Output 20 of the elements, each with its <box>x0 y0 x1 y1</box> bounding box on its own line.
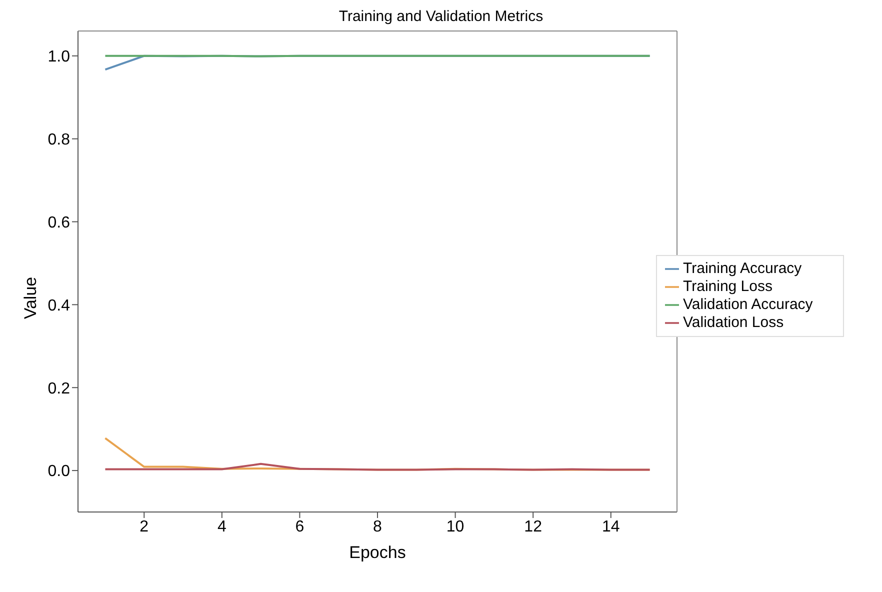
x-tick-label: 8 <box>373 518 382 536</box>
chart-title: Training and Validation Metrics <box>338 8 544 25</box>
y-tick-label: 0.6 <box>48 214 70 232</box>
y-tick-label: 1.0 <box>48 48 70 66</box>
legend-label: Training Accuracy <box>683 260 802 277</box>
x-tick-label: 10 <box>446 518 464 536</box>
y-tick-label: 0.4 <box>48 297 70 314</box>
legend-label: Validation Accuracy <box>683 296 813 313</box>
x-tick-label: 14 <box>602 518 620 536</box>
y-tick-label: 0.0 <box>48 463 70 480</box>
y-tick-label: 0.8 <box>48 131 70 148</box>
legend-label: Training Loss <box>683 278 772 295</box>
x-tick-label: 4 <box>217 518 226 536</box>
x-tick-label: 2 <box>140 518 149 536</box>
y-tick-label: 0.2 <box>48 380 70 398</box>
y-axis-title: Value <box>21 276 42 320</box>
x-tick-label: 6 <box>295 518 304 536</box>
legend-label: Validation Loss <box>683 314 784 331</box>
x-axis-title: Epochs <box>349 543 406 562</box>
x-tick-label: 12 <box>524 518 542 536</box>
